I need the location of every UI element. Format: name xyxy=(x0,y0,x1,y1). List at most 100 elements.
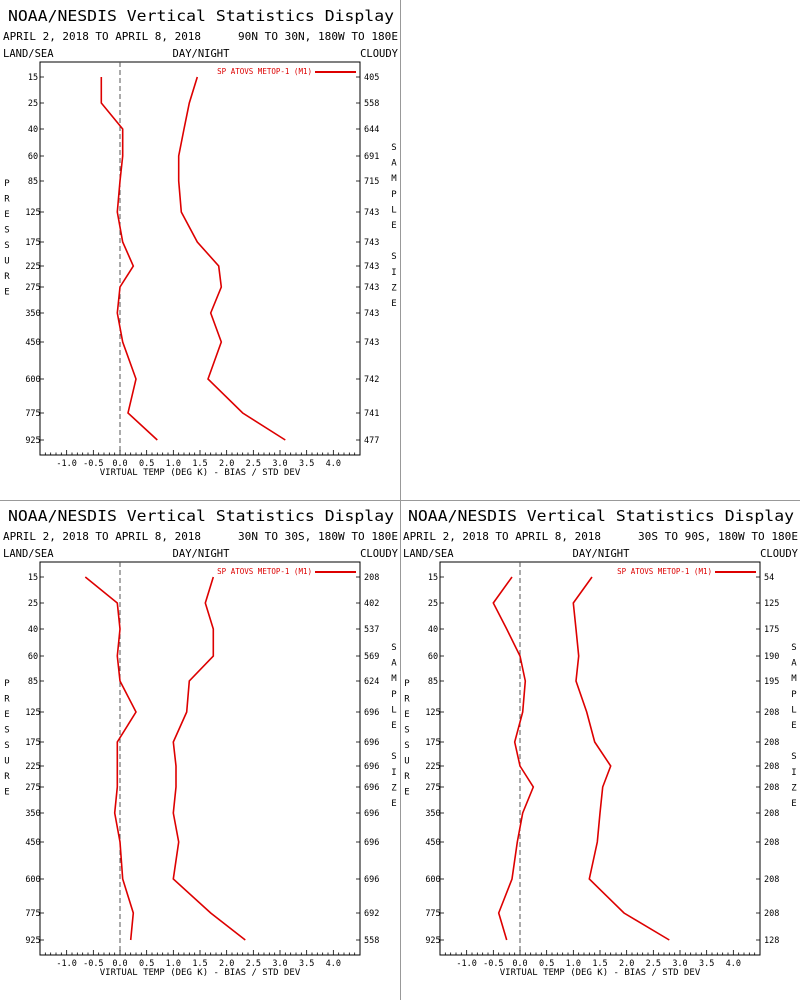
pressure-level-label: 350 xyxy=(25,309,40,319)
pressure-axis-letter: E xyxy=(4,710,9,720)
x-tick-label: 2.0 xyxy=(219,459,234,469)
x-tick-label: 0.0 xyxy=(112,459,127,469)
sample-size-label: 558 xyxy=(364,936,379,946)
chart-panel-southern: NOAA/NESDIS Vertical Statistics Display A… xyxy=(400,500,800,1000)
sample-size-axis-letter: E xyxy=(791,799,796,809)
cloudy-label: CLOUDY xyxy=(760,548,799,560)
pressure-level-label: 925 xyxy=(425,936,440,946)
sample-size-label: 741 xyxy=(364,409,379,419)
sample-size-label: 208 xyxy=(364,573,379,583)
sample-size-label: 624 xyxy=(364,677,379,687)
plot-frame xyxy=(39,561,361,956)
x-tick-label: 3.0 xyxy=(672,959,687,969)
bias-line xyxy=(84,576,137,941)
sample-size-axis-letter: S xyxy=(391,252,396,262)
pressure-level-label: 40 xyxy=(428,625,438,635)
pressure-level-label: 225 xyxy=(25,262,40,272)
region-label: 90N TO 30N, 180W TO 180E xyxy=(238,31,398,43)
pressure-level-label: 600 xyxy=(25,375,40,385)
sample-size-label: 190 xyxy=(764,652,779,662)
pressure-level-label: 175 xyxy=(25,238,40,248)
pressure-level-label: 85 xyxy=(28,677,38,687)
pressure-level-label: 175 xyxy=(425,738,440,748)
pressure-level-label: 125 xyxy=(25,708,40,718)
pressure-axis-letter: S xyxy=(404,741,409,751)
sample-size-label: 696 xyxy=(364,762,379,772)
x-tick-label: 2.0 xyxy=(619,959,634,969)
pressure-level-label: 350 xyxy=(425,809,440,819)
sample-size-label: 537 xyxy=(364,625,379,635)
sample-size-label: 569 xyxy=(364,652,379,662)
sample-size-label: 208 xyxy=(764,809,779,819)
sample-size-label: 208 xyxy=(764,738,779,748)
x-tick-label: -0.5 xyxy=(83,959,103,969)
sample-size-label: 208 xyxy=(764,762,779,772)
land-sea-label: LAND/SEA xyxy=(403,548,454,560)
legend-label: SP ATOVS METOP-1 (M1) xyxy=(217,67,312,76)
bias-line xyxy=(100,77,158,441)
cloudy-label: CLOUDY xyxy=(360,48,399,60)
sample-size-axis-letter: E xyxy=(391,721,396,731)
pressure-level-label: 15 xyxy=(28,73,38,83)
sample-size-axis-letter: Z xyxy=(391,283,397,293)
sample-size-label: 696 xyxy=(364,783,379,793)
sample-size-axis-letter: E xyxy=(391,221,396,231)
pressure-level-label: 85 xyxy=(28,177,38,187)
x-tick-label: 2.5 xyxy=(646,959,661,969)
sample-size-label: 696 xyxy=(364,708,379,718)
sample-size-axis-letter: S xyxy=(391,752,396,762)
sample-size-axis-letter: M xyxy=(391,174,397,184)
chart-title: NOAA/NESDIS Vertical Statistics Display xyxy=(8,7,394,25)
pressure-level-label: 450 xyxy=(425,838,440,848)
pressure-axis-letter: U xyxy=(4,757,9,767)
pressure-level-label: 125 xyxy=(25,208,40,218)
std-dev-line xyxy=(177,76,286,441)
sample-size-label: 742 xyxy=(364,375,379,385)
x-tick-label: 3.5 xyxy=(299,959,314,969)
sample-size-label: 696 xyxy=(364,809,379,819)
bias-line xyxy=(492,576,535,941)
sample-size-label: 715 xyxy=(364,177,379,187)
pressure-level-label: 25 xyxy=(28,99,38,109)
pressure-level-label: 600 xyxy=(25,875,40,885)
land-sea-label: LAND/SEA xyxy=(3,548,54,560)
pressure-axis-letter: S xyxy=(4,241,9,251)
pressure-axis-letter: U xyxy=(404,757,409,767)
sample-size-label: 696 xyxy=(364,838,379,848)
sample-size-label: 208 xyxy=(764,875,779,885)
sample-size-label: 477 xyxy=(364,436,379,446)
pressure-level-label: 925 xyxy=(25,936,40,946)
sample-size-axis-letter: A xyxy=(391,159,397,169)
sample-size-label: 208 xyxy=(764,909,779,919)
sample-size-label: 696 xyxy=(364,738,379,748)
chart-panel-northern: NOAA/NESDIS Vertical Statistics Display A… xyxy=(0,0,400,500)
sample-size-label: 208 xyxy=(764,838,779,848)
sample-size-label: 125 xyxy=(764,599,779,609)
x-tick-label: 2.0 xyxy=(219,959,234,969)
day-night-label: DAY/NIGHT xyxy=(573,548,631,560)
sample-size-axis-letter: E xyxy=(391,799,396,809)
pressure-axis-letter: E xyxy=(4,210,9,220)
sample-size-axis-letter: I xyxy=(391,268,396,278)
pressure-level-label: 275 xyxy=(25,783,40,793)
x-tick-label: -1.0 xyxy=(56,459,76,469)
sample-size-label: 402 xyxy=(364,599,379,609)
sample-size-label: 208 xyxy=(764,783,779,793)
sample-size-axis-letter: L xyxy=(391,205,396,215)
pressure-level-label: 225 xyxy=(425,762,440,772)
x-tick-label: 2.5 xyxy=(246,459,261,469)
pressure-level-label: 600 xyxy=(425,875,440,885)
chart-title: NOAA/NESDIS Vertical Statistics Display xyxy=(8,507,394,525)
pressure-level-label: 60 xyxy=(28,652,38,662)
date-range: APRIL 2, 2018 TO APRIL 8, 2018 xyxy=(3,31,201,43)
legend-label: SP ATOVS METOP-1 (M1) xyxy=(617,567,712,576)
sample-size-label: 195 xyxy=(764,677,779,687)
day-night-label: DAY/NIGHT xyxy=(173,48,231,60)
pressure-axis-letter: P xyxy=(4,179,10,189)
std-dev-line xyxy=(572,576,670,941)
x-tick-label: 0.5 xyxy=(139,959,154,969)
pressure-axis-letter: P xyxy=(4,679,10,689)
sample-size-axis-letter: P xyxy=(391,190,397,200)
pressure-level-label: 775 xyxy=(425,909,440,919)
sample-size-axis-letter: S xyxy=(791,752,796,762)
